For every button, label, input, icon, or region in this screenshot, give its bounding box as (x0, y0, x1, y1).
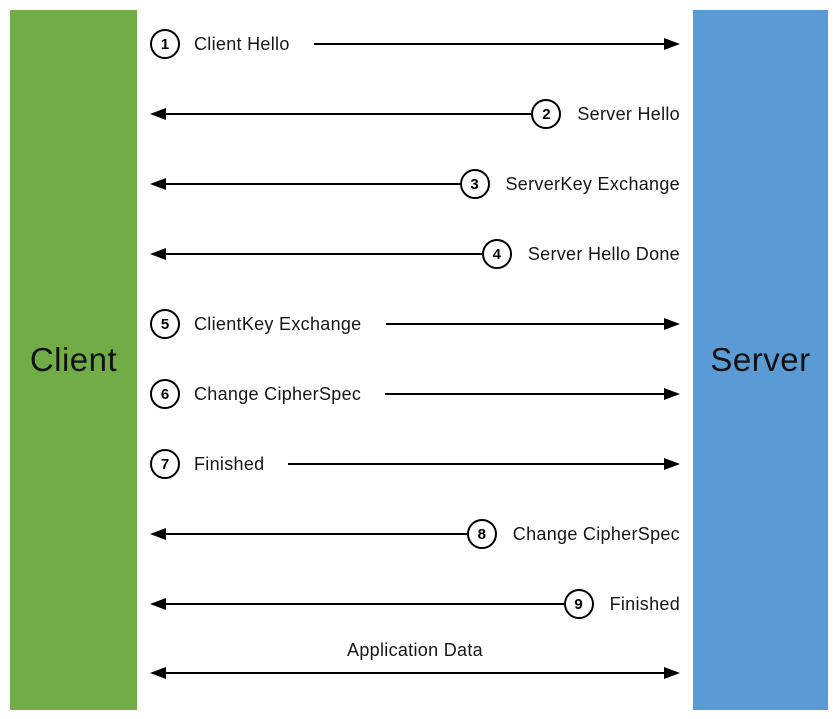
message-label: Application Data (347, 640, 483, 660)
arrowhead-left-icon (150, 108, 166, 120)
arrowhead-right-icon (664, 458, 680, 470)
server-actor-label: Server (710, 341, 811, 378)
arrow-line (288, 463, 664, 465)
message-row-7: 7 Finished (150, 444, 680, 484)
message-label: ClientKey Exchange (194, 313, 362, 334)
step-number-circle: 1 (150, 29, 180, 59)
message-row-1: 1 Client Hello (150, 24, 680, 64)
step-number-circle: 4 (481, 239, 512, 269)
arrowhead-left-icon (150, 248, 166, 260)
step-number: 3 (470, 175, 479, 193)
arrow-line (313, 43, 664, 45)
step-number: 1 (160, 35, 170, 53)
message-row-4: 4 Server Hello Done (150, 234, 680, 274)
message-label: Client Hello (194, 33, 290, 54)
arrow-line (166, 183, 460, 185)
step-number: 8 (477, 525, 486, 543)
step-number: 5 (160, 315, 170, 333)
arrowhead-right-icon (664, 38, 680, 50)
message-lane: 1 Client Hello 2 Server Hello 3 ServerKey Exc… (137, 0, 693, 719)
message-application-data: Application Data (150, 640, 680, 679)
arrow-line (166, 253, 482, 255)
step-number-circle: 6 (150, 379, 180, 409)
message-row-2: 2 Server Hello (150, 94, 680, 134)
message-label: Change CipherSpec (512, 523, 680, 544)
message-label: Server Hello (577, 103, 680, 124)
message-label: Change CipherSpec (194, 383, 362, 404)
arrowhead-right-icon (664, 318, 680, 330)
message-row-8: 8 Change CipherSpec (150, 514, 680, 554)
message-label: ServerKey Exchange (505, 173, 680, 194)
step-number-circle: 5 (150, 309, 180, 339)
client-actor-label: Client (29, 341, 118, 378)
arrow-line (166, 672, 664, 674)
arrow-line (166, 603, 564, 605)
bidirectional-arrow (150, 667, 680, 679)
message-label: Finished (194, 453, 265, 474)
step-number: 6 (160, 385, 170, 403)
arrow-line (385, 393, 664, 395)
step-number-circle: 9 (563, 589, 594, 619)
step-number-circle: 3 (459, 169, 490, 199)
arrowhead-right-icon (664, 388, 680, 400)
arrowhead-left-icon (150, 598, 166, 610)
step-number: 9 (574, 595, 583, 613)
step-number-circle: 8 (466, 519, 497, 549)
arrow-line (385, 323, 664, 325)
message-row-3: 3 ServerKey Exchange (150, 164, 680, 204)
arrowhead-left-icon (150, 178, 166, 190)
arrowhead-left-icon (150, 667, 166, 679)
message-row-9: 9 Finished (150, 584, 680, 624)
arrow-line (166, 533, 467, 535)
step-number: 7 (160, 455, 170, 473)
step-number-circle: 2 (531, 99, 562, 129)
step-number: 2 (542, 105, 551, 123)
step-number: 4 (492, 245, 501, 263)
arrowhead-right-icon (664, 667, 680, 679)
message-row-5: 5 ClientKey Exchange (150, 304, 680, 344)
arrowhead-left-icon (150, 528, 166, 540)
step-number-circle: 7 (150, 449, 180, 479)
server-actor-box: Server (693, 10, 828, 710)
client-actor-box: Client (10, 10, 137, 710)
message-row-6: 6 Change CipherSpec (150, 374, 680, 414)
arrow-line (166, 113, 532, 115)
message-label: Server Hello Done (527, 243, 680, 264)
message-label: Finished (609, 593, 680, 614)
